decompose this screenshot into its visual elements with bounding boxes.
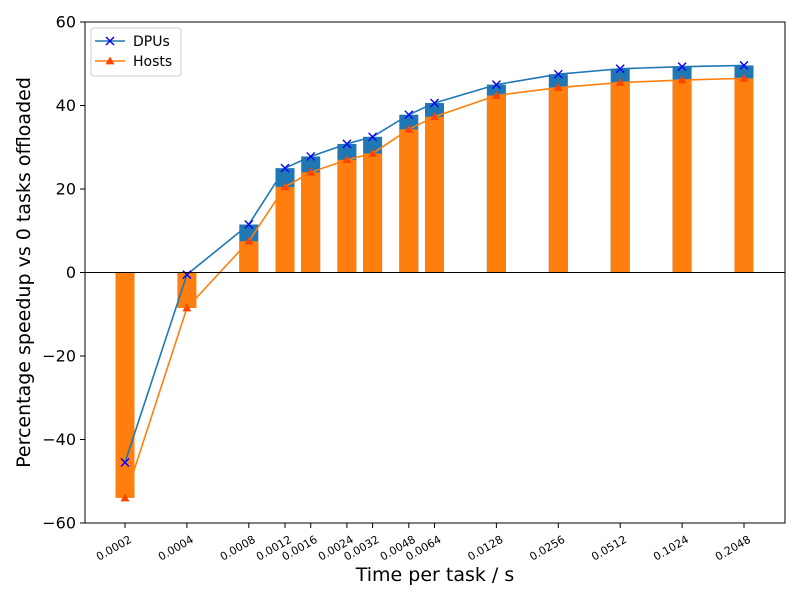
x-tick-label: 0.0512 xyxy=(589,533,629,564)
host-bar xyxy=(399,129,419,273)
y-axis: −60 −40 −20 0 20 40 60 xyxy=(42,13,85,533)
y-tick-label: 60 xyxy=(56,13,76,32)
host-bar xyxy=(239,241,259,273)
y-tick-label: −60 xyxy=(42,514,76,533)
dpu-legend-marker xyxy=(105,36,115,46)
dpu-point xyxy=(677,62,687,72)
x-tick-label: 0.0004 xyxy=(156,533,196,564)
host-point xyxy=(739,73,749,82)
dpu-point xyxy=(182,270,192,280)
host-point xyxy=(368,149,378,157)
host-point xyxy=(491,90,501,99)
dpu-legend-label: DPUs xyxy=(133,34,170,50)
host-bars xyxy=(115,78,754,498)
dpu-point xyxy=(739,60,749,70)
dpu-point xyxy=(244,219,254,229)
x-tick-label: 0.0002 xyxy=(94,533,134,564)
host-line xyxy=(124,77,745,499)
x-tick-label: 0.0256 xyxy=(527,533,567,564)
host-legend-marker xyxy=(105,56,115,65)
host-bar xyxy=(275,186,295,273)
dpu-point xyxy=(306,151,316,161)
x-tick-label: 0.2048 xyxy=(713,533,753,564)
dpu-point xyxy=(615,64,625,74)
x-tick-label: 0.0008 xyxy=(218,533,258,564)
x-axis-label: Time per task / s xyxy=(355,564,515,586)
dpu-point xyxy=(120,457,130,467)
y-tick-label: −40 xyxy=(42,430,76,449)
dpu-point xyxy=(280,163,290,173)
host-point xyxy=(404,124,414,133)
series-markers xyxy=(120,60,749,502)
dpu-point xyxy=(430,98,439,108)
host-bar xyxy=(363,153,383,273)
host-point xyxy=(430,112,439,121)
host-point xyxy=(677,75,687,84)
y-tick-label: 0 xyxy=(66,263,76,282)
dpu-point xyxy=(404,110,414,120)
host-bar xyxy=(425,116,444,273)
host-bar xyxy=(486,95,506,273)
host-point xyxy=(120,493,130,502)
host-point xyxy=(182,303,192,312)
host-bar xyxy=(177,272,197,308)
host-bar xyxy=(672,80,692,273)
host-legend-label: Hosts xyxy=(133,54,172,70)
x-axis: 0.0002 0.0004 0.00080.00120.00160.00240.00… xyxy=(94,523,753,563)
series-lines xyxy=(124,64,745,499)
host-point xyxy=(342,155,352,164)
legend: DPUs Hosts xyxy=(90,27,182,77)
y-tick-label: −20 xyxy=(42,347,76,366)
host-bar xyxy=(734,78,754,273)
host-bar xyxy=(337,159,357,273)
x-tick-label: 0.1024 xyxy=(651,533,691,564)
dpu-point xyxy=(342,139,352,149)
y-tick-label: 20 xyxy=(56,180,76,199)
host-point xyxy=(553,83,563,91)
host-point xyxy=(280,182,290,191)
dpu-point xyxy=(491,80,501,90)
dpu-line xyxy=(124,64,745,463)
host-bar xyxy=(115,272,135,498)
y-axis-label: Percentage speedup vs 0 tasks offloaded xyxy=(13,77,35,468)
host-point xyxy=(306,167,316,176)
host-point xyxy=(615,78,625,86)
x-tick-label: 0.0128 xyxy=(465,533,505,564)
host-bar xyxy=(610,82,630,273)
host-bar xyxy=(548,87,568,273)
host-point xyxy=(244,236,254,245)
dpu-point xyxy=(368,132,378,142)
y-tick-label: 40 xyxy=(56,96,76,115)
host-bar xyxy=(301,172,321,273)
dpu-point xyxy=(553,69,563,79)
